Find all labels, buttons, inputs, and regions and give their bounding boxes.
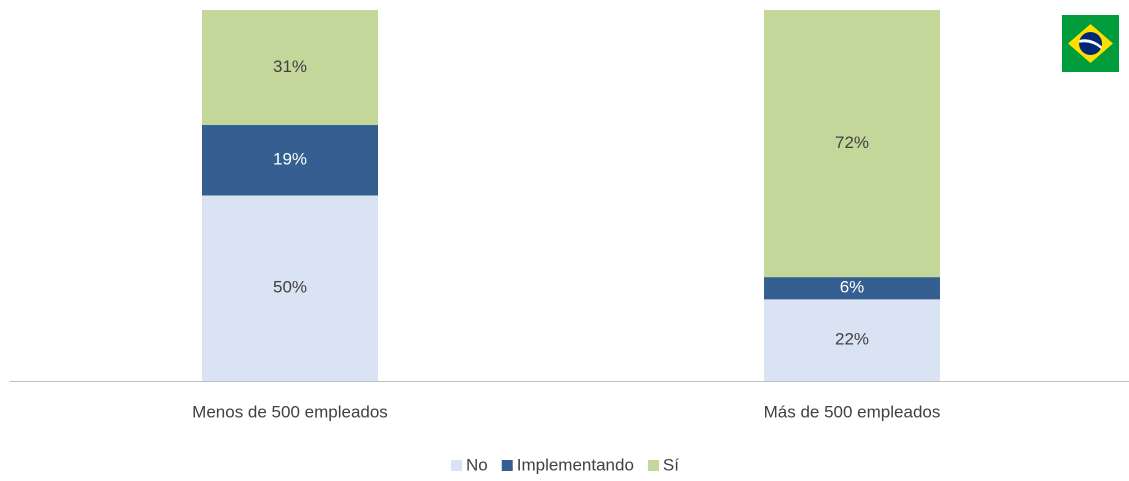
value-label: 50%: [273, 278, 307, 297]
bar-segment: [764, 299, 940, 381]
bar-segment: [202, 10, 378, 126]
value-label: 72%: [835, 133, 869, 152]
legend-swatch: [647, 460, 659, 471]
legend-label: No: [466, 455, 488, 474]
legend-swatch: [451, 460, 463, 471]
bar-segment: [764, 277, 940, 300]
bar-segment: [202, 195, 378, 381]
flag-band: [1079, 39, 1102, 49]
bar-segment: [202, 125, 378, 196]
value-label: 19%: [273, 150, 307, 169]
x-tick-label: Menos de 500 empleados: [192, 402, 388, 421]
value-label: 22%: [835, 330, 869, 349]
bar-segment: [764, 10, 940, 278]
legend-label: Sí: [663, 455, 679, 474]
flag: [1062, 15, 1119, 72]
value-label: 6%: [840, 278, 865, 297]
flag-circle: [1079, 32, 1102, 55]
legend-label: Implementando: [517, 455, 634, 474]
legend-item: Implementando: [501, 455, 634, 474]
legend-item: Sí: [647, 455, 679, 474]
legend-swatch: [501, 460, 513, 471]
value-label: 31%: [273, 57, 307, 76]
x-tick-label: Más de 500 empleados: [764, 402, 941, 421]
legend-item: No: [451, 455, 488, 474]
